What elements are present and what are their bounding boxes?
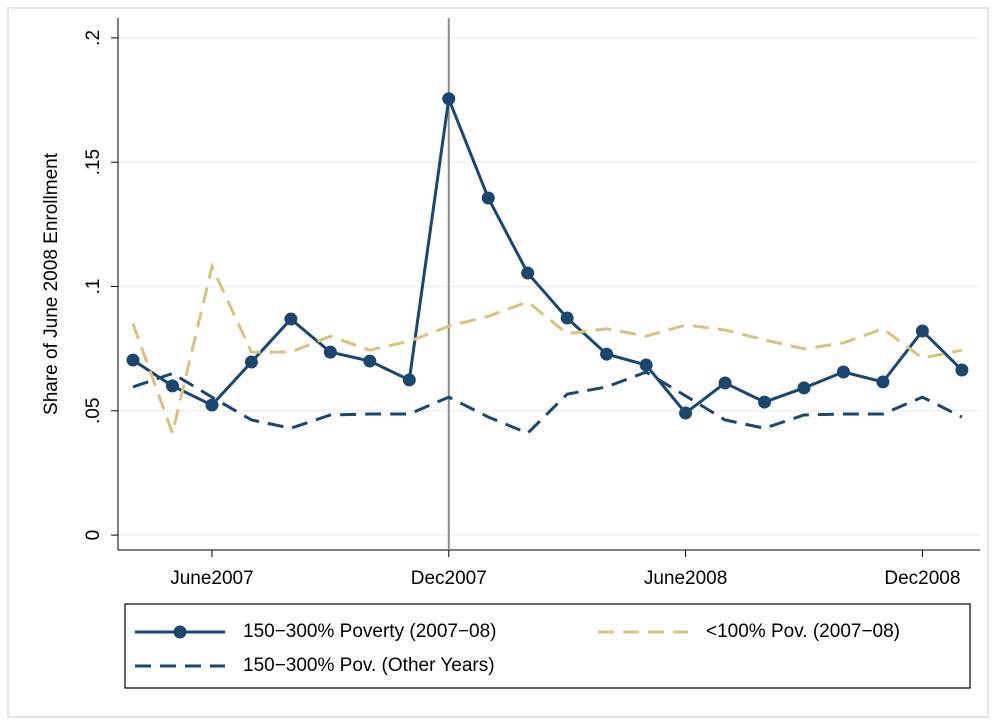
point: [244, 355, 258, 369]
y-tick-label: 0: [83, 530, 104, 541]
point: [284, 312, 298, 326]
point: [442, 92, 456, 106]
x-tick-label: Dec2007: [411, 568, 487, 589]
point: [323, 345, 337, 359]
point: [402, 373, 416, 387]
point: [718, 376, 732, 390]
legend-label: 150−300% Poverty (2007−08): [243, 621, 497, 642]
point: [126, 353, 140, 367]
point: [363, 354, 377, 368]
point: [521, 266, 535, 280]
series-line: [131, 262, 963, 439]
point: [758, 395, 772, 409]
series-line: [132, 370, 963, 435]
point: [481, 191, 495, 205]
x-tick-label: June2007: [170, 568, 253, 589]
y-tick-label: .2: [83, 30, 104, 46]
legend-marker: [173, 625, 187, 639]
frame: [7, 7, 989, 718]
y-axis-title: Share of June 2008 Enrollment: [41, 152, 62, 415]
y-tick-label: .05: [83, 398, 104, 424]
point: [876, 375, 890, 389]
y-tick-label: .1: [83, 279, 104, 295]
point: [797, 381, 811, 395]
point: [955, 363, 969, 377]
point: [205, 398, 219, 412]
y-tick-label: .15: [83, 149, 104, 175]
point: [600, 347, 614, 361]
legend-label: <100% Pov. (2007−08): [706, 621, 900, 642]
point: [915, 324, 929, 338]
x-tick-label: Dec2008: [884, 568, 960, 589]
legend-label: 150−300% Pov. (Other Years): [243, 655, 495, 676]
point: [639, 358, 653, 372]
point: [560, 311, 574, 325]
x-tick-label: June2008: [644, 568, 727, 589]
series-line: [132, 92, 963, 416]
point: [165, 379, 179, 393]
point: [836, 365, 850, 379]
point: [679, 406, 693, 420]
legend-box: [124, 603, 971, 689]
